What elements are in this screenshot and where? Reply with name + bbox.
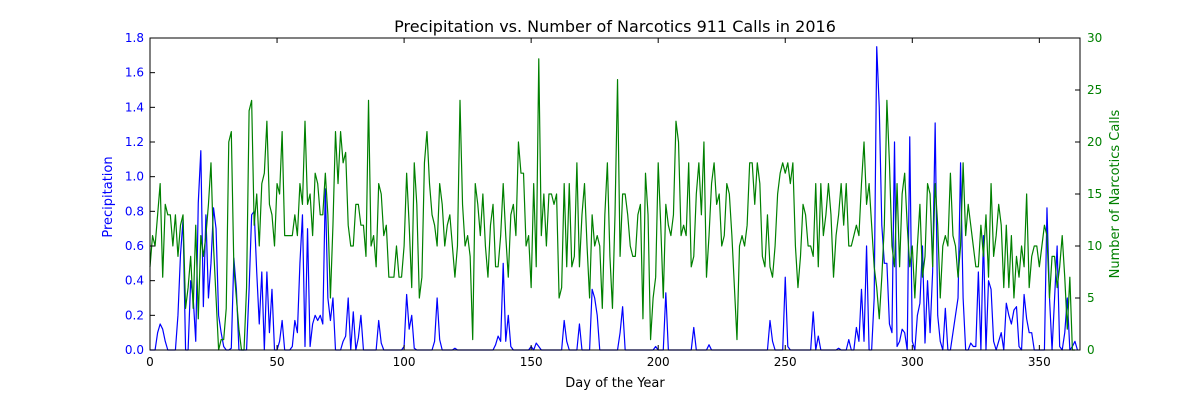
right-tick-label: 25 [1087,83,1102,97]
left-axis-label: Precipitation [101,156,116,237]
x-tick-label: 300 [901,355,924,369]
left-tick-label: 0.4 [125,274,144,288]
right-tick-label: 20 [1087,135,1102,149]
left-tick-label: 0.6 [125,239,144,253]
left-tick-label: 1.2 [125,135,144,149]
right-tick-label: 15 [1087,187,1102,201]
right-tick-label: 30 [1087,31,1102,45]
left-tick-label: 0.0 [125,343,144,357]
left-tick-label: 0.2 [125,308,144,322]
right-axis-label: Number of Narcotics Calls [1108,109,1123,278]
x-tick-label: 50 [269,355,284,369]
x-axis-label: Day of the Year [565,376,665,391]
plot-area [149,46,1079,351]
x-tick-label: 250 [774,355,797,369]
x-tick-label: 200 [647,355,670,369]
x-tick-label: 150 [520,355,543,369]
left-tick-label: 1.8 [125,31,144,45]
left-tick-label: 0.8 [125,204,144,218]
left-tick-label: 1.0 [125,170,144,184]
left-tick-label: 1.6 [125,66,144,80]
precipitation-series-line [150,46,1079,351]
narcotics-calls-series-line [149,58,1075,351]
right-y-axis: 0 5 10 15 20 25 30 [1075,31,1102,357]
left-y-axis: 0.0 0.2 0.4 0.6 0.8 1.0 1.2 1.4 1.6 1.8 [125,31,155,357]
right-tick-label: 5 [1087,291,1095,305]
right-tick-label: 0 [1087,343,1095,357]
x-tick-label: 100 [393,355,416,369]
x-axis: 0 50 100 150 200 250 300 350 [146,38,1051,369]
left-tick-label: 1.4 [125,100,144,114]
x-tick-label: 350 [1028,355,1051,369]
chart-title: Precipitation vs. Number of Narcotics 91… [394,17,836,36]
x-tick-label: 0 [146,355,154,369]
right-tick-label: 10 [1087,239,1102,253]
